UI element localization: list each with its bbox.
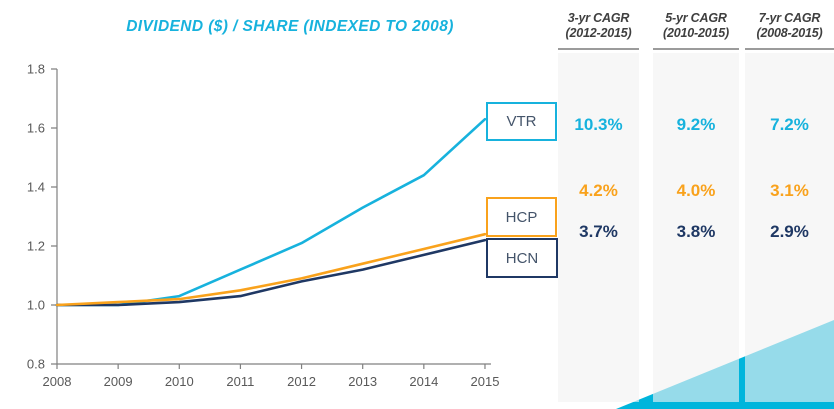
cagr-header-7yr: 7-yr CAGR (2008-2015): [733, 11, 834, 42]
cagr-header-3yr-line1: 3-yr CAGR: [567, 11, 630, 25]
header-divider-7yr: [745, 48, 834, 50]
vtr-5yr-cagr-value: 9.2%: [676, 115, 716, 134]
chart-axes: [51, 68, 491, 369]
vtr-series-label-box: VTR: [486, 102, 557, 141]
x-axis-tick-label: 2010: [165, 374, 194, 389]
hcn-5yr-cagr-value: 3.8%: [676, 222, 716, 241]
x-axis-tick-label: 2009: [104, 374, 133, 389]
hcp-7yr-cagr-value: 3.1%: [770, 181, 809, 200]
hcn-series-label-box: HCN: [486, 238, 558, 278]
cagr-header-3yr-line2: (2012-2015): [565, 26, 632, 41]
cagr-header-5yr-line1: 5-yr CAGR: [665, 11, 727, 25]
y-axis-tick-label: 1.0: [27, 298, 45, 313]
chart-title: DIVIDEND ($) / SHARE (INDEXED TO 2008): [126, 18, 454, 35]
x-axis-tick-label: 2008: [43, 374, 72, 389]
dividend-line-chart: 0.8 1.0 1.2 1.4 1.6 1.8 2008 2009 2010 2011 2012 20…: [27, 62, 500, 390]
hcn-line: [55, 238, 487, 307]
cagr-header-5yr-line2: (2010-2015): [663, 26, 729, 41]
hcp-series-label: HCP: [505, 208, 538, 226]
hcn-series-label: HCN: [505, 249, 539, 267]
hcp-5yr-cagr-value: 4.0%: [676, 181, 716, 200]
hcp-line: [55, 232, 487, 307]
y-axis-tick-label: 1.8: [27, 62, 45, 77]
x-axis-tick-label: 2015: [471, 374, 500, 389]
x-axis-tick-label: 2011: [226, 374, 254, 389]
hcn-7yr-cagr-value: 2.9%: [770, 222, 809, 241]
header-divider-5yr: [653, 48, 739, 50]
cagr-header-7yr-line2: (2008-2015): [756, 26, 823, 41]
hcp-series-label-box: HCP: [486, 197, 557, 237]
x-axis-tick-label: 2012: [287, 374, 316, 389]
cagr-header-7yr-line1: 7-yr CAGR: [758, 11, 821, 25]
x-axis-tick-label: 2014: [409, 374, 438, 389]
vtr-series-label: VTR: [506, 113, 537, 130]
hcp-3yr-cagr-value: 4.2%: [579, 181, 618, 200]
header-divider-3yr: [558, 48, 639, 50]
cagr-header-5yr: 5-yr CAGR (2010-2015): [641, 11, 751, 42]
x-axis-tick-label: 2013: [348, 374, 377, 389]
y-axis-tick-label: 0.8: [27, 357, 45, 372]
hcn-3yr-cagr-value: 3.7%: [579, 222, 618, 241]
y-axis-tick-label: 1.6: [27, 121, 45, 136]
cagr-header-3yr: 3-yr CAGR (2012-2015): [546, 11, 651, 42]
vtr-3yr-cagr-value: 10.3%: [574, 115, 623, 134]
vtr-line: [55, 117, 487, 307]
y-axis-tick-label: 1.2: [27, 239, 45, 254]
y-axis-tick-label: 1.4: [27, 180, 45, 195]
vtr-7yr-cagr-value: 7.2%: [770, 115, 809, 134]
